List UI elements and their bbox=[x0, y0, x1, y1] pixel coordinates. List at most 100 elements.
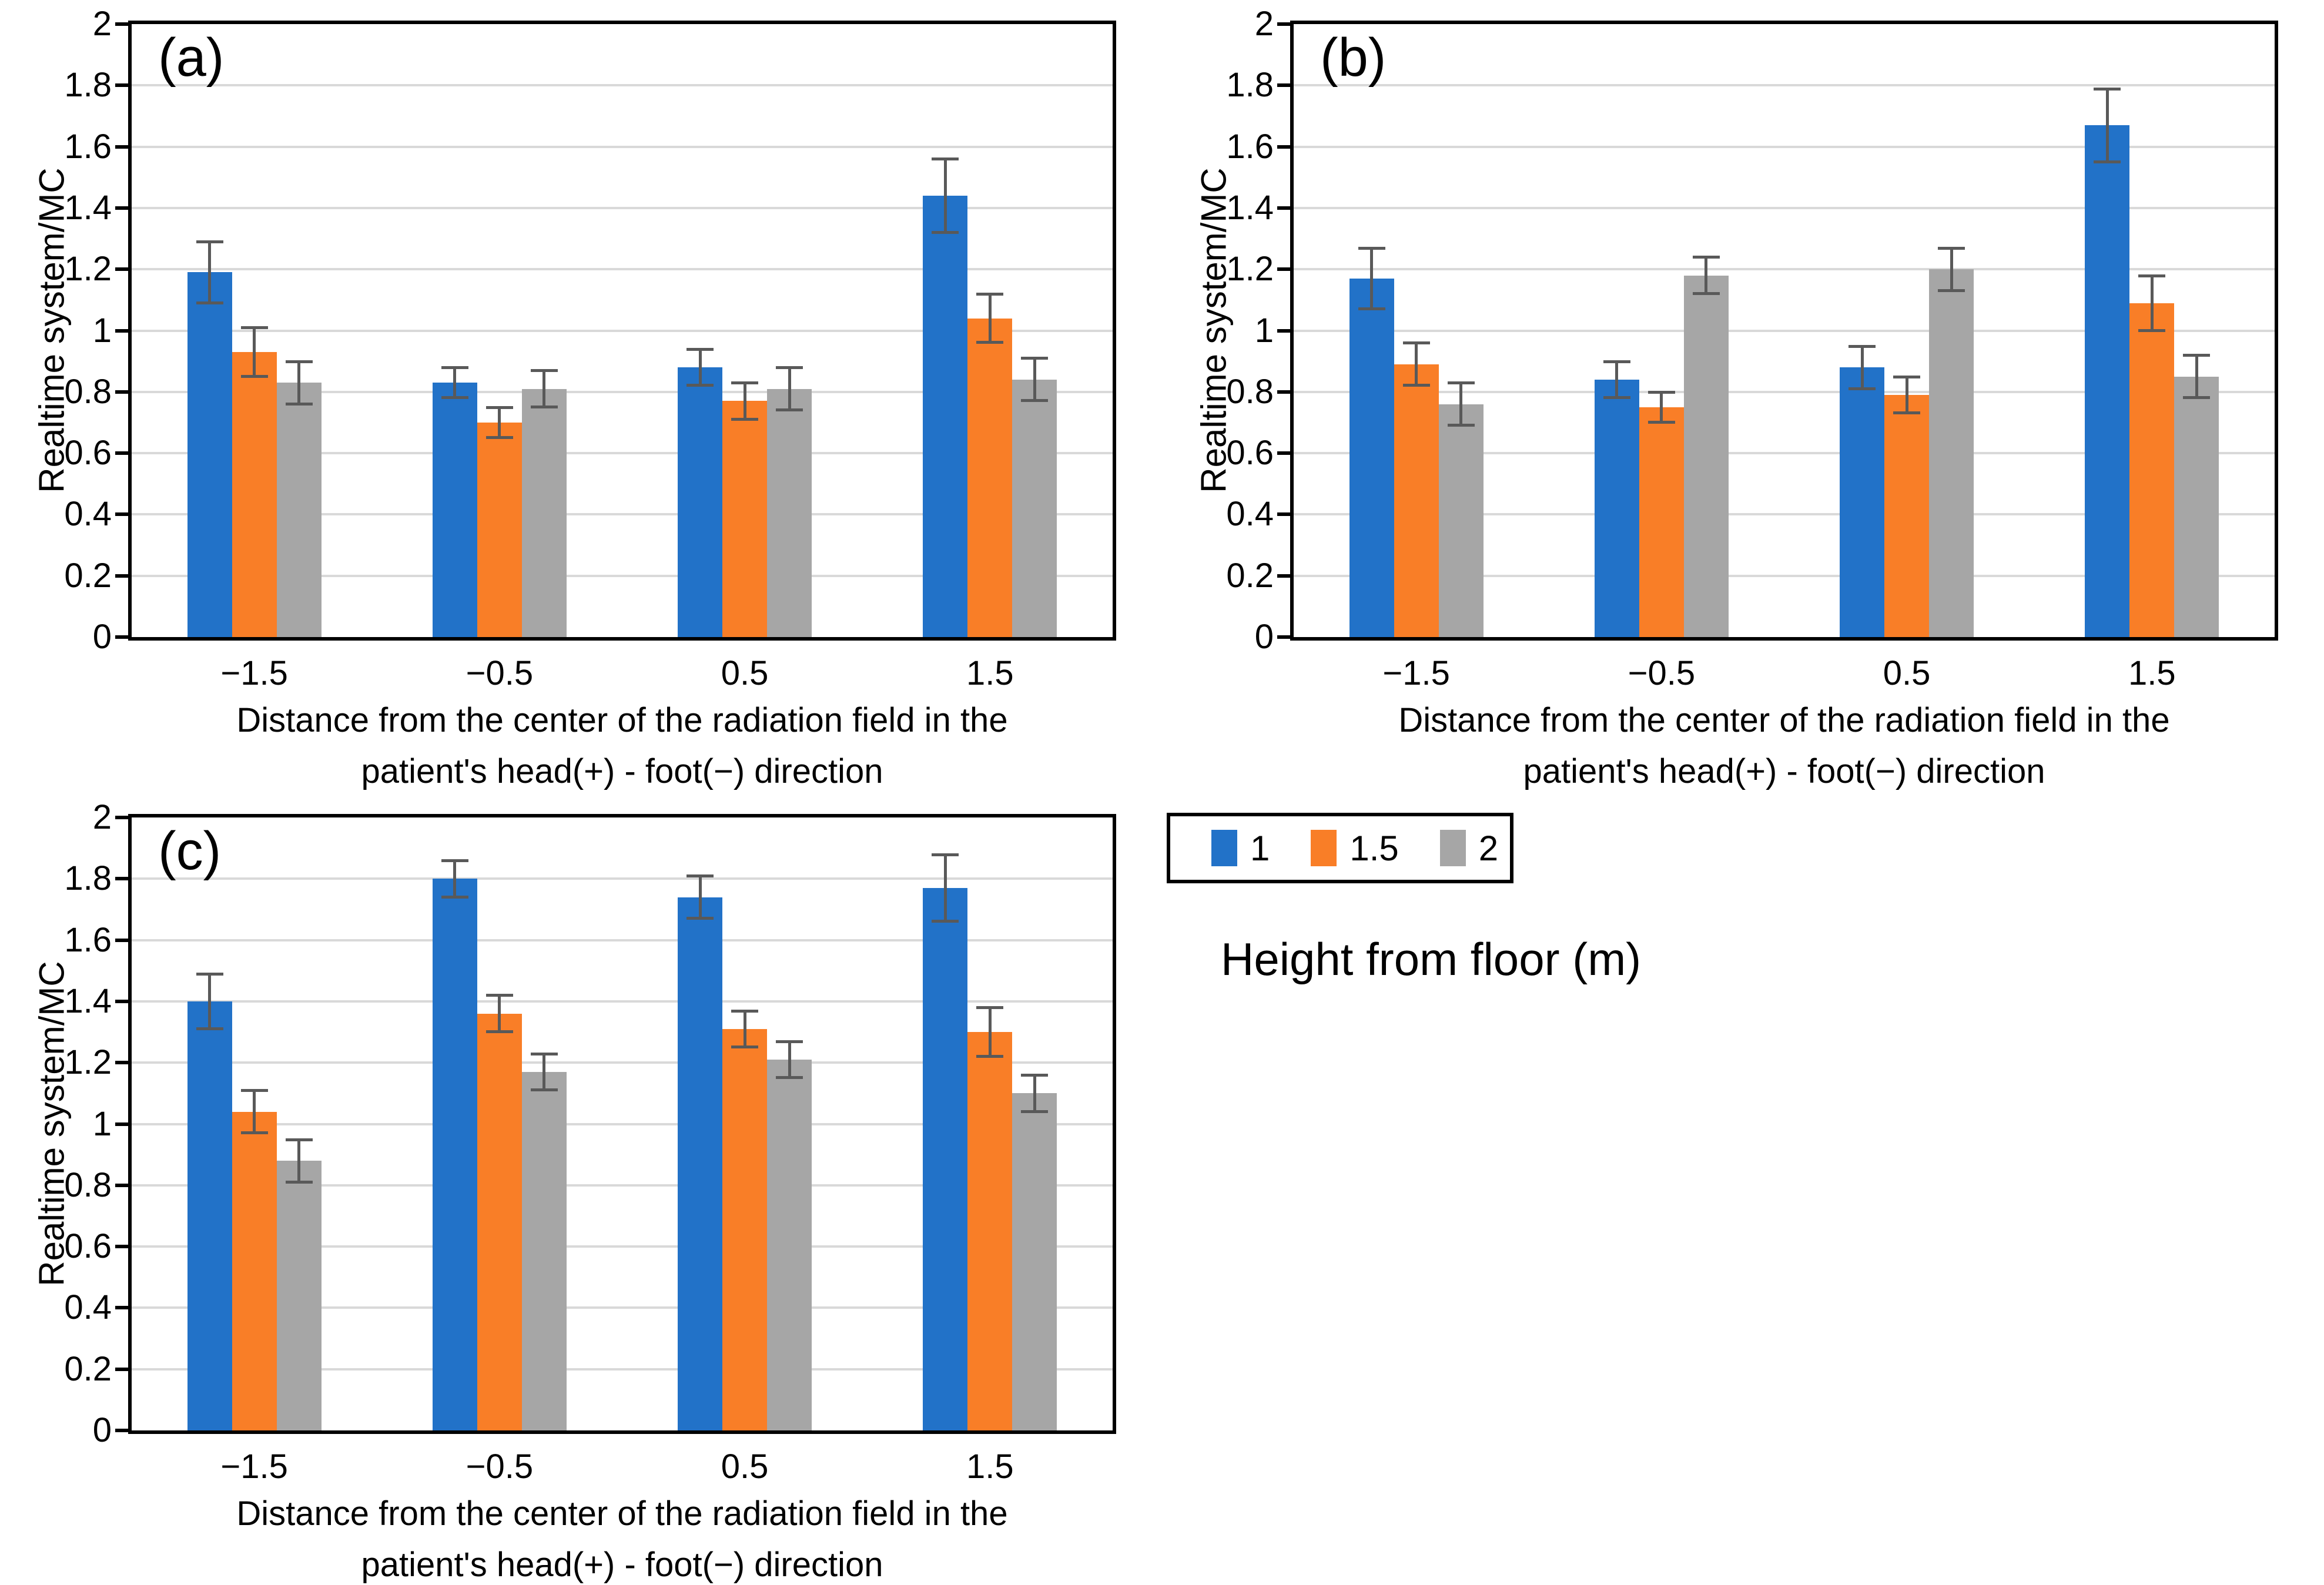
error-bar bbox=[988, 293, 992, 343]
error-bar-cap-bottom bbox=[1402, 384, 1430, 387]
y-tick-mark bbox=[1277, 145, 1290, 149]
error-bar-cap-top bbox=[731, 381, 759, 385]
y-tick-mark bbox=[115, 816, 128, 819]
error-bar-cap-bottom bbox=[485, 436, 513, 440]
bar-1.5-1.5 bbox=[967, 1032, 1013, 1430]
legend-color-swatch bbox=[1311, 830, 1337, 866]
bar-1.5-−0.5 bbox=[477, 1013, 522, 1430]
chart-panel-a: Realtime system/MC (a) Distance from the… bbox=[0, 0, 1162, 790]
x-tick-label: 0.5 bbox=[1883, 654, 1931, 692]
x-tick-label: 1.5 bbox=[966, 1447, 1014, 1486]
error-bar bbox=[788, 1041, 791, 1078]
y-tick-label: 1.4 bbox=[1226, 188, 1274, 227]
gridline bbox=[132, 1245, 1113, 1248]
y-tick-mark bbox=[115, 512, 128, 517]
error-bar bbox=[988, 1007, 992, 1057]
error-bar-cap-bottom bbox=[2094, 160, 2121, 163]
x-tick-label: −1.5 bbox=[1382, 654, 1450, 692]
x-axis-title: Distance from the center of the radiatio… bbox=[132, 1488, 1113, 1585]
error-bar-cap-top bbox=[1021, 357, 1049, 360]
gridline bbox=[132, 574, 1113, 577]
y-tick-label: 0.8 bbox=[64, 372, 112, 411]
panel-label: (b) bbox=[1320, 28, 1387, 88]
gridline bbox=[1294, 84, 2275, 87]
legend-title: Height from floor (m) bbox=[1221, 933, 1642, 985]
bar-1.5-−1.5 bbox=[232, 352, 277, 637]
bar-1-0.5 bbox=[678, 897, 723, 1430]
error-bar-cap-top bbox=[240, 326, 268, 330]
y-tick-mark bbox=[115, 22, 128, 26]
bar-1.5-−0.5 bbox=[1639, 407, 1684, 637]
y-tick-label: 0.4 bbox=[64, 1288, 112, 1327]
y-tick-label: 2 bbox=[1254, 5, 1274, 43]
error-bar bbox=[743, 1010, 746, 1048]
y-tick-label: 1.2 bbox=[64, 1043, 112, 1082]
legend-color-swatch bbox=[1211, 830, 1237, 866]
bar-1-−0.5 bbox=[432, 383, 477, 637]
y-tick-mark bbox=[115, 574, 128, 578]
error-bar bbox=[297, 361, 301, 404]
legend-area: 1 1.5 2 Height from floor (m) bbox=[1162, 808, 2324, 1585]
x-tick-label: −0.5 bbox=[466, 654, 534, 692]
bar-2-−0.5 bbox=[521, 388, 567, 637]
bar-2-1.5 bbox=[1012, 1093, 1057, 1430]
x-tick-label: −1.5 bbox=[220, 1447, 288, 1486]
gridline bbox=[132, 84, 1113, 87]
error-bar-cap-bottom bbox=[2183, 396, 2211, 400]
legend: 1 1.5 2 bbox=[1167, 813, 1513, 883]
bar-1.5-0.5 bbox=[722, 1028, 768, 1430]
error-bar-cap-top bbox=[441, 366, 468, 370]
y-tick-mark bbox=[115, 451, 128, 455]
y-tick-mark bbox=[1277, 390, 1290, 394]
x-tick-label: 1.5 bbox=[966, 654, 1014, 692]
gridline bbox=[132, 206, 1113, 209]
error-bar-cap-bottom bbox=[731, 1046, 759, 1049]
error-bar bbox=[543, 370, 546, 407]
y-tick-label: 1.2 bbox=[1226, 250, 1274, 289]
error-bar-cap-top bbox=[485, 406, 513, 409]
error-bar bbox=[498, 407, 501, 438]
y-tick-label: 1.2 bbox=[64, 250, 112, 289]
error-bar-cap-bottom bbox=[932, 230, 959, 234]
error-bar-cap-bottom bbox=[776, 1076, 803, 1080]
y-tick-label: 0 bbox=[92, 618, 112, 656]
legend-item: 1.5 bbox=[1311, 828, 1399, 869]
error-bar-cap-top bbox=[441, 859, 468, 862]
error-bar-cap-bottom bbox=[1893, 411, 1921, 415]
error-bar-cap-top bbox=[1402, 341, 1430, 345]
y-tick-label: 1.6 bbox=[1226, 127, 1274, 166]
bar-2-−1.5 bbox=[276, 1161, 322, 1430]
error-bar bbox=[698, 349, 702, 386]
error-bar bbox=[543, 1053, 546, 1091]
x-tick-label: −1.5 bbox=[220, 654, 288, 692]
y-tick-label: 0.8 bbox=[64, 1165, 112, 1204]
bar-2-0.5 bbox=[767, 1060, 812, 1430]
bar-1.5-0.5 bbox=[722, 401, 768, 637]
error-bar-cap-top bbox=[485, 994, 513, 997]
y-tick-label: 0.2 bbox=[64, 1349, 112, 1388]
y-tick-mark bbox=[115, 145, 128, 149]
y-tick-mark bbox=[1277, 451, 1290, 455]
error-bar-cap-top bbox=[530, 369, 558, 373]
y-tick-mark bbox=[115, 267, 128, 272]
bar-1-−0.5 bbox=[432, 879, 477, 1430]
y-tick-mark bbox=[1277, 635, 1290, 639]
error-bar bbox=[1415, 343, 1418, 386]
y-tick-mark bbox=[115, 390, 128, 394]
error-bar-cap-bottom bbox=[776, 408, 803, 412]
error-bar bbox=[208, 973, 212, 1029]
bar-2-−0.5 bbox=[1683, 275, 1729, 637]
gridline bbox=[1294, 574, 2275, 577]
y-tick-mark bbox=[115, 83, 128, 88]
error-bar bbox=[1860, 346, 1864, 389]
error-bar-cap-top bbox=[687, 347, 714, 351]
bar-1.5-−1.5 bbox=[232, 1111, 277, 1430]
plot-area: (a) bbox=[128, 21, 1116, 641]
gridline bbox=[132, 877, 1113, 880]
error-bar-cap-bottom bbox=[1692, 291, 1720, 295]
error-bar-cap-top bbox=[976, 292, 1004, 296]
y-tick-mark bbox=[115, 329, 128, 333]
y-tick-label: 1.8 bbox=[64, 859, 112, 898]
error-bar bbox=[498, 995, 501, 1033]
error-bar bbox=[253, 1090, 256, 1134]
